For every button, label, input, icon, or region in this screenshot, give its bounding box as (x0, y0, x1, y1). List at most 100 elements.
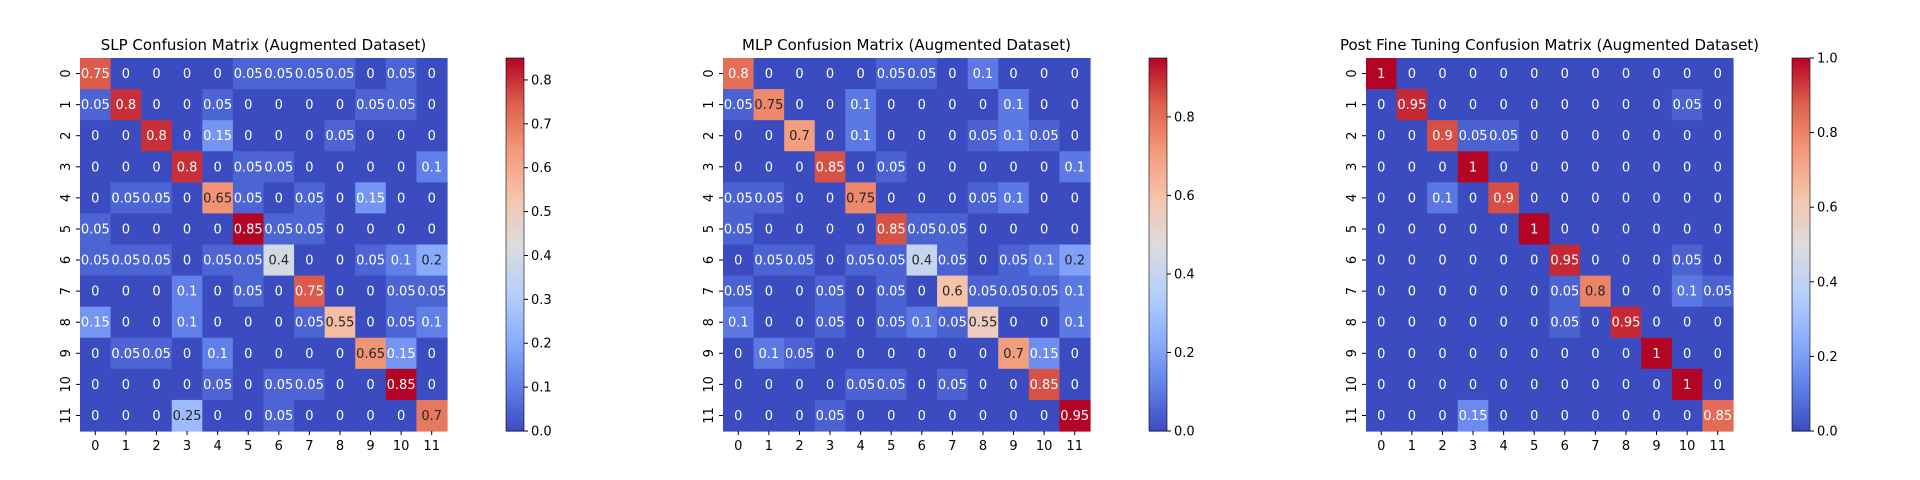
cell-value-label: 0.1 (850, 129, 871, 144)
colorbar-gradient-step (1149, 285, 1167, 290)
heatmap-cell (1457, 58, 1489, 90)
heatmap-cell (1059, 120, 1091, 152)
colorbar-gradient-step (506, 281, 524, 287)
cell-value-label: 0 (1009, 160, 1017, 175)
heatmap-cell (753, 151, 785, 183)
cell-value-label: 0 (1040, 191, 1048, 206)
cell-value-label: 0 (152, 409, 160, 424)
heatmap-cell (937, 368, 969, 401)
cell-value-label: 0 (183, 254, 191, 269)
cell-value-label: 0.05 (816, 409, 845, 424)
heatmap-cell (385, 58, 418, 90)
y-tick-label: 6 (702, 256, 717, 264)
cell-value-label: 0 (1652, 378, 1660, 393)
colorbar-gradient-step (1792, 151, 1810, 156)
cell-value-label: 0 (428, 378, 436, 393)
heatmap-cell (294, 89, 326, 121)
colorbar-gradient-step (506, 91, 524, 96)
cell-value-label: 0 (244, 316, 252, 331)
heatmap-cell (1457, 399, 1489, 432)
cell-value-label: 0 (244, 409, 252, 424)
colorbar-gradient-step (506, 289, 524, 294)
heatmap-panel-post-fine-tuning: Post Fine Tuning Confusion Matrix (Augme… (1340, 36, 1838, 454)
colorbar-frame (1148, 57, 1168, 432)
cell-value-label: 0.1 (1034, 254, 1055, 269)
heatmap-cell (1028, 89, 1061, 121)
y-tick-label: 3 (59, 163, 74, 171)
colorbar-tick-label: 0.1 (531, 381, 552, 396)
cell-value-label: 0 (428, 222, 436, 237)
cell-value-label: 0 (1561, 409, 1569, 424)
colorbar-gradient-step (1792, 136, 1810, 141)
cell-value-label: 0 (122, 378, 130, 393)
colorbar-gradient-step (1792, 117, 1810, 123)
colorbar-gradient-step (1149, 233, 1167, 238)
cell-value-label: 0.05 (264, 378, 293, 393)
heatmap-cell (1059, 368, 1091, 401)
heatmap-cell (1059, 151, 1091, 183)
colorbar-gradient-step (506, 285, 524, 290)
cell-value-label: 0.65 (356, 347, 385, 362)
heatmap-cell (998, 368, 1030, 401)
x-tick-label: 4 (856, 439, 864, 454)
heatmap-cell (1366, 89, 1398, 121)
cell-value-label: 0 (275, 316, 283, 331)
colorbar-gradient-step (1792, 162, 1810, 167)
heatmap-cell (416, 120, 448, 152)
cell-value-label: 0 (856, 285, 864, 300)
colorbar-gradient-step (506, 196, 524, 201)
heatmap-cell (110, 275, 142, 308)
cell-value-label: 0.05 (295, 378, 324, 393)
cell-value-label: 0.05 (846, 378, 875, 393)
colorbar-gradient-step (506, 270, 524, 275)
colorbar-gradient-step (1149, 237, 1167, 242)
heatmap-cell (1396, 120, 1428, 152)
heatmap-cell (355, 306, 387, 339)
cell-value-label: 0 (1683, 129, 1691, 144)
heatmap-cell (80, 368, 112, 401)
heatmap-cell (232, 275, 265, 308)
colorbar: 0.0 0.2 0.4 0.6 0.8 (1148, 57, 1195, 440)
heatmap-cell (1366, 182, 1398, 215)
cell-value-label: 0 (397, 222, 405, 237)
cell-value-label: 0 (1530, 160, 1538, 175)
heatmap-cell (1702, 182, 1734, 215)
cell-value-label: 0 (1714, 129, 1722, 144)
heatmap-cell (171, 120, 203, 152)
colorbar-gradient-step (1149, 322, 1167, 328)
heatmap-cell (1488, 213, 1520, 246)
y-axis-ticks: 0 1 2 3 4 5 6 7 8 9 10 11 (1345, 69, 1366, 424)
cell-value-label: 0 (397, 191, 405, 206)
cell-value-label: 0 (734, 378, 742, 393)
colorbar-gradient-step (1149, 300, 1167, 305)
colorbar-gradient-step (506, 102, 524, 108)
heatmap-cell (171, 368, 203, 401)
heatmap-cell (110, 182, 142, 215)
colorbar-tick-label: 0.2 (1817, 350, 1838, 365)
cell-value-label: 0 (1652, 160, 1660, 175)
colorbar-gradient-step (1149, 244, 1167, 249)
cell-value-label: 0 (765, 409, 773, 424)
cell-value-label: 0 (336, 222, 344, 237)
heatmap-cell (937, 151, 969, 183)
x-tick-label: 5 (887, 439, 895, 454)
x-tick-label: 1 (765, 439, 773, 454)
colorbar-tick-label: 0.3 (531, 293, 552, 308)
heatmap-cell (141, 89, 173, 121)
heatmap-cell (1610, 151, 1642, 183)
colorbar-gradient-step (1792, 154, 1810, 160)
colorbar-gradient-step (1792, 386, 1810, 391)
heatmap-cell (967, 89, 999, 121)
colorbar-gradient-step (1149, 184, 1167, 190)
cell-value-label: 0 (213, 160, 221, 175)
colorbar-gradient-step (1149, 427, 1167, 432)
cell-value-label: 0 (734, 254, 742, 269)
cell-value-label: 0 (1530, 347, 1538, 362)
heatmap-cell (1518, 89, 1551, 121)
cell-value-label: 0 (1377, 347, 1385, 362)
cell-value-label: 0 (1071, 67, 1079, 82)
colorbar-gradient-step (1792, 207, 1810, 212)
cell-value-label: 0.85 (1030, 378, 1059, 393)
colorbar-gradient-step (1792, 352, 1810, 357)
heatmap-cell (1396, 58, 1428, 90)
